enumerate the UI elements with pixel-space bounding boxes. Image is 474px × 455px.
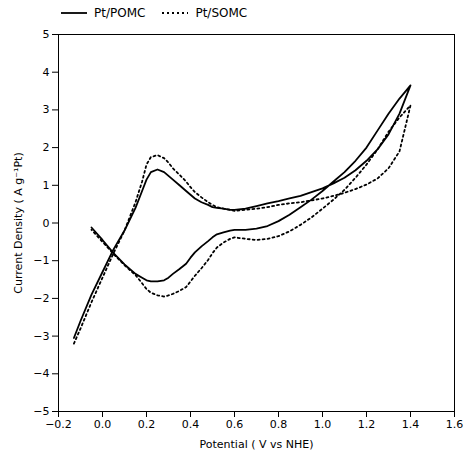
svg-text:0.2: 0.2 [138,418,156,431]
svg-text:0.8: 0.8 [270,418,288,431]
svg-text:1.2: 1.2 [358,418,376,431]
svg-text:1.4: 1.4 [402,418,420,431]
svg-text:1.6: 1.6 [446,418,464,431]
svg-text:−2: −2 [33,292,49,305]
svg-text:1.0: 1.0 [314,418,332,431]
svg-text:0: 0 [43,217,50,230]
svg-text:2: 2 [43,141,50,154]
svg-text:−0.2: −0.2 [45,418,72,431]
svg-text:−1: −1 [33,254,49,267]
html-text:Pt/POMC: Pt/POMC [94,6,146,20]
svg-text:−5: −5 [33,405,49,418]
svg-text:5: 5 [43,28,50,41]
svg-text:1: 1 [43,179,50,192]
svg-text:Current Density ( A g⁻¹Pt): Current Density ( A g⁻¹Pt) [12,152,25,293]
svg-text:−3: −3 [33,330,49,343]
html-text:Pt/SOMC: Pt/SOMC [195,6,248,20]
svg-text:−4: −4 [33,367,49,380]
svg-text:0.4: 0.4 [182,418,200,431]
svg-text:Potential ( V vs NHE): Potential ( V vs NHE) [200,438,314,451]
svg-text:0.0: 0.0 [94,418,112,431]
svg-text:0.6: 0.6 [226,418,244,431]
svg-text:3: 3 [43,103,50,116]
svg-text:4: 4 [43,66,50,79]
